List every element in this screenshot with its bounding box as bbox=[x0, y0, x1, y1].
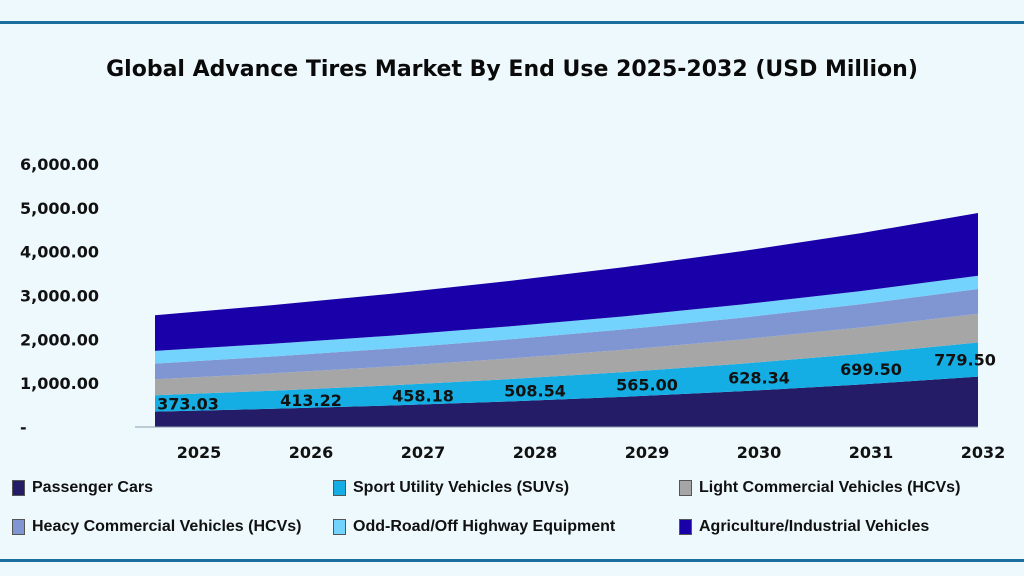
legend-item: Odd-Road/Off Highway Equipment bbox=[333, 518, 615, 536]
area-series-4 bbox=[155, 275, 978, 364]
x-tick-label: 2025 bbox=[177, 443, 222, 462]
legend-swatch bbox=[679, 480, 692, 496]
legend-label: Sport Utility Vehicles (SUVs) bbox=[353, 479, 570, 496]
legend-item: Passenger Cars bbox=[12, 479, 153, 497]
legend-item: Light Commercial Vehicles (HCVs) bbox=[679, 479, 960, 497]
y-tick-label: 4,000.00 bbox=[20, 243, 99, 262]
data-label: 458.18 bbox=[392, 386, 454, 405]
x-axis: 2025 2026 2027 2028 2029 2030 2031 2032 bbox=[177, 443, 1006, 462]
legend-item: Agriculture/Industrial Vehicles bbox=[679, 518, 929, 536]
legend-label: Heacy Commercial Vehicles (HCVs) bbox=[32, 518, 302, 535]
x-tick-label: 2029 bbox=[625, 443, 670, 462]
legend-swatch bbox=[333, 480, 346, 496]
legend-item: Sport Utility Vehicles (SUVs) bbox=[333, 479, 569, 497]
legend-label: Light Commercial Vehicles (HCVs) bbox=[699, 479, 961, 496]
legend-swatch bbox=[12, 480, 25, 496]
data-label: 779.50 bbox=[934, 351, 996, 370]
legend-label: Agriculture/Industrial Vehicles bbox=[699, 518, 930, 535]
data-label: 373.03 bbox=[157, 394, 219, 413]
x-tick-label: 2028 bbox=[513, 443, 558, 462]
x-tick-label: 2032 bbox=[961, 443, 1006, 462]
data-label: 508.54 bbox=[504, 381, 566, 400]
y-tick-label: 2,000.00 bbox=[20, 330, 99, 349]
data-label: 565.00 bbox=[616, 375, 678, 394]
data-label: 699.50 bbox=[840, 360, 902, 379]
x-tick-label: 2030 bbox=[737, 443, 782, 462]
legend-swatch bbox=[12, 519, 25, 535]
area-series-2 bbox=[155, 313, 978, 396]
y-tick-label: 5,000.00 bbox=[20, 199, 99, 218]
areas bbox=[155, 212, 978, 427]
data-labels: 373.03 413.22 458.18 508.54 565.00 628.34 699.… bbox=[157, 351, 996, 414]
legend-item: Heacy Commercial Vehicles (HCVs) bbox=[12, 518, 301, 536]
y-tick-label: 6,000.00 bbox=[20, 155, 99, 174]
legend-swatch bbox=[333, 519, 346, 535]
y-tick-label: 1,000.00 bbox=[20, 374, 99, 393]
x-tick-label: 2031 bbox=[849, 443, 894, 462]
area-series-1 bbox=[155, 342, 978, 412]
area-series-3 bbox=[155, 289, 978, 380]
top-border bbox=[0, 21, 1024, 24]
area-series-5 bbox=[155, 212, 978, 351]
area-series-0 bbox=[155, 376, 978, 427]
legend-label: Odd-Road/Off Highway Equipment bbox=[353, 518, 616, 535]
data-label: 413.22 bbox=[280, 391, 342, 410]
y-tick-label: - bbox=[20, 418, 27, 437]
chart-title: Global Advance Tires Market By End Use 2… bbox=[106, 57, 918, 82]
legend-swatch bbox=[679, 519, 692, 535]
x-tick-label: 2027 bbox=[401, 443, 446, 462]
y-tick-label: 3,000.00 bbox=[20, 287, 99, 306]
x-tick-label: 2026 bbox=[289, 443, 334, 462]
bottom-border bbox=[0, 559, 1024, 562]
y-axis: - 1,000.00 2,000.00 3,000.00 4,000.00 5,000.0… bbox=[20, 155, 99, 437]
data-label: 628.34 bbox=[728, 368, 790, 387]
legend-label: Passenger Cars bbox=[32, 479, 153, 496]
